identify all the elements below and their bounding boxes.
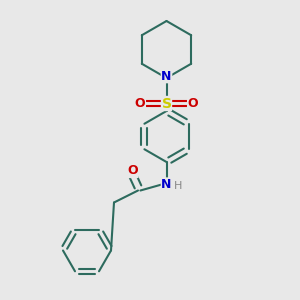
Text: S: S [161, 97, 172, 110]
Text: O: O [135, 97, 146, 110]
Text: H: H [174, 181, 182, 191]
Text: O: O [188, 97, 198, 110]
Text: N: N [161, 178, 172, 191]
Text: O: O [127, 164, 138, 178]
Text: N: N [161, 70, 172, 83]
